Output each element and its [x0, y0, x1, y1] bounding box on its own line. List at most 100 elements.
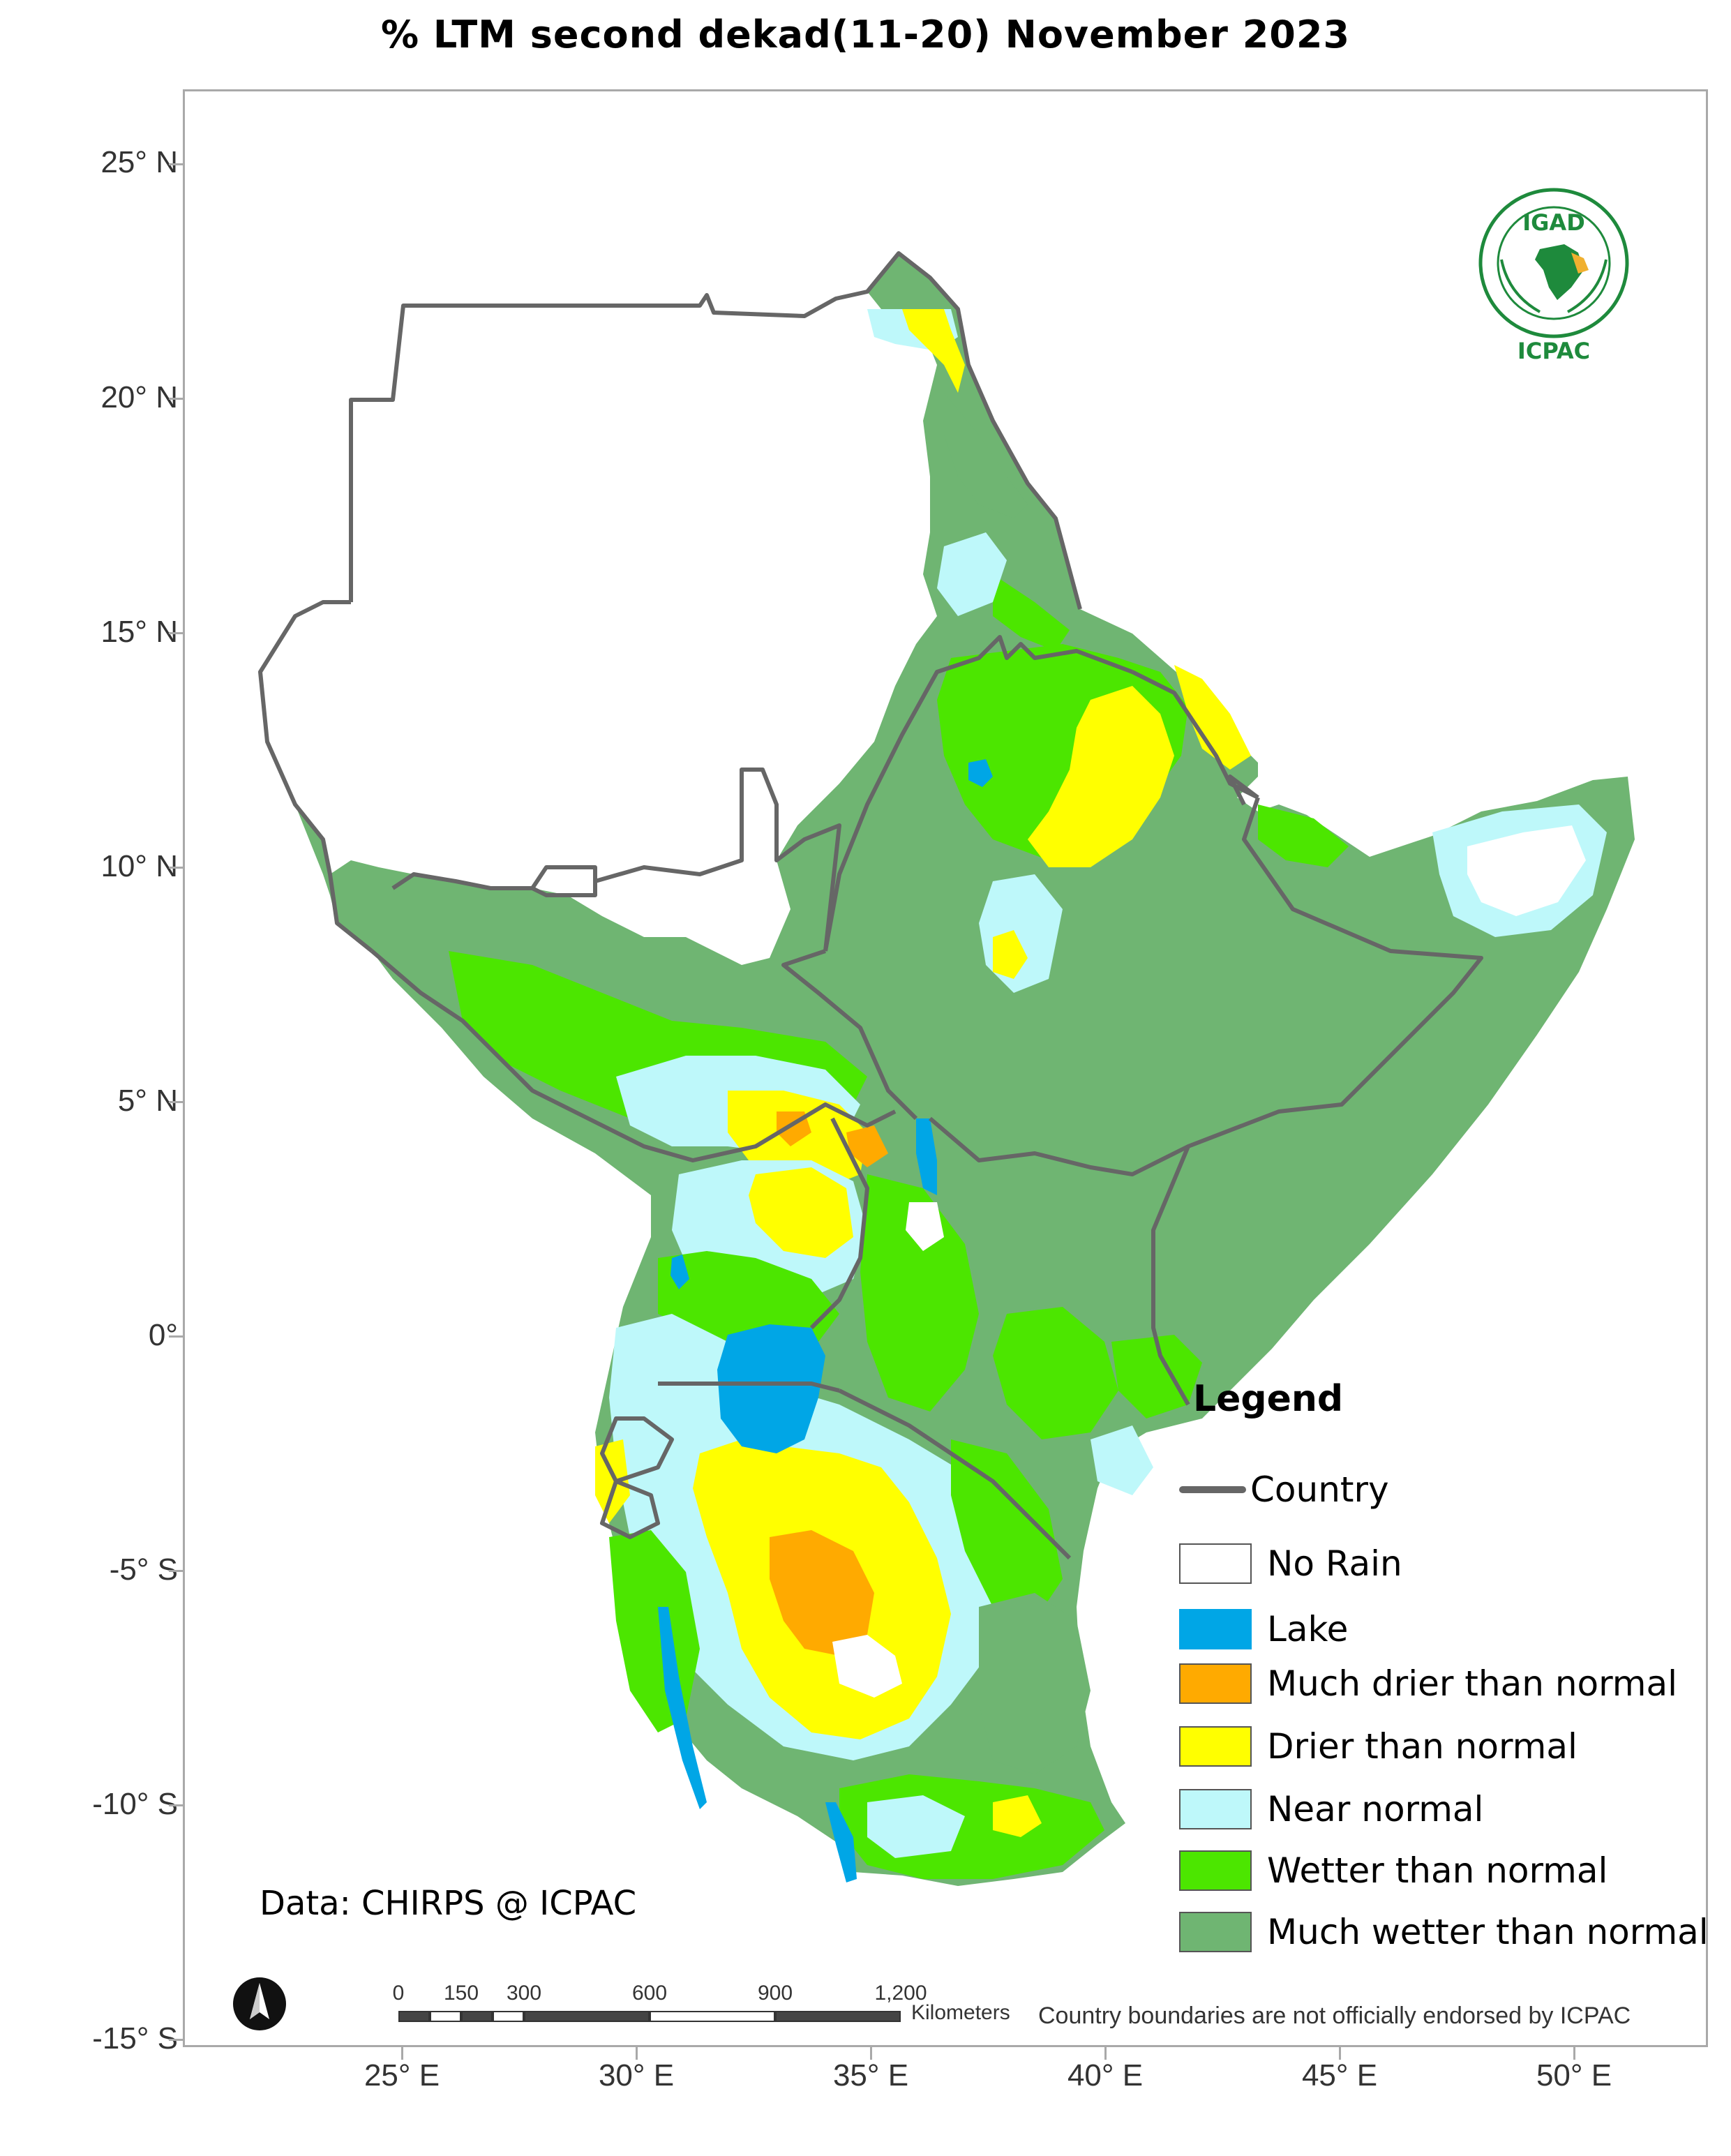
lon-label-50e: 50° E	[1536, 2058, 1612, 2093]
swatch-near-normal	[1179, 1789, 1252, 1829]
region-near-normal-tanzania-south	[867, 1795, 965, 1858]
lake-albert	[670, 1255, 689, 1289]
region-no-rain-kenya	[906, 1202, 944, 1251]
lat-label-15n: 15° N	[100, 615, 178, 649]
border-sudan-west	[258, 600, 373, 953]
legend-row-lake: Lake	[1179, 1609, 1348, 1649]
region-wetter-somalia	[1258, 804, 1349, 867]
region-drier-tanzania-south	[993, 1795, 1042, 1837]
swatch-lake	[1179, 1609, 1252, 1649]
border-somalia-coast	[1228, 774, 1259, 806]
region-wetter-uganda	[658, 1251, 839, 1349]
lon-label-45e: 45° E	[1301, 2058, 1378, 2093]
scale-tick-1200: 1,200	[874, 1982, 927, 2005]
map-canvas	[258, 251, 1635, 1886]
border-ssudan-uganda	[370, 949, 897, 1162]
region-near-normal-kenya	[1091, 1425, 1153, 1495]
region-wetter-redsea	[993, 574, 1070, 651]
swatch-much-drier	[1179, 1663, 1252, 1704]
legend-row-drier: Drier than normal	[1179, 1726, 1578, 1767]
border-ethiopia-eritrea-djibouti	[1131, 670, 1259, 800]
scale-seg-4	[493, 2011, 524, 2022]
region-much-wetter-redsea	[944, 393, 1028, 518]
country-line-symbol	[1179, 1486, 1246, 1493]
swatch-no-rain	[1179, 1543, 1252, 1584]
legend-row-much-wetter: Much wetter than normal	[1179, 1912, 1709, 1952]
scale-seg-3	[461, 2011, 493, 2022]
legend-row-country: Country	[1179, 1469, 1389, 1510]
region-wetter-tanzania-east	[951, 1439, 1063, 1621]
lat-label-25n: 25° N	[100, 145, 178, 179]
swatch-drier	[1179, 1726, 1252, 1767]
region-no-rain	[260, 292, 937, 965]
scale-seg-2	[430, 2011, 461, 2022]
border-kenya-tanzania	[838, 1388, 1072, 1560]
legend-label-lake: Lake	[1267, 1609, 1349, 1649]
legend-label-much-drier: Much drier than normal	[1267, 1663, 1678, 1704]
lat-label-15s: -15° S	[92, 2021, 178, 2056]
border-rwanda-burundi	[600, 1416, 674, 1539]
region-wetter-kenya	[860, 1174, 979, 1412]
legend-row-much-drier: Much drier than normal	[1179, 1663, 1677, 1704]
region-wetter-kenya-coast	[1111, 1335, 1202, 1418]
legend-label-no-rain: No Rain	[1267, 1543, 1402, 1584]
scale-unit: Kilometers	[911, 2001, 1010, 2024]
border-sudan-ssudan	[391, 768, 841, 952]
scale-seg-5	[524, 2011, 650, 2022]
legend: Legend	[1172, 1378, 1709, 1420]
lake-turkana	[916, 1118, 937, 1195]
lon-label-30e: 30° E	[598, 2058, 675, 2093]
swatch-wetter	[1179, 1850, 1252, 1891]
border-kenya-somalia	[1151, 1145, 1190, 1406]
lon-label-25e: 25° E	[364, 2058, 440, 2093]
lake-malawi	[825, 1802, 857, 1882]
legend-row-near-normal: Near normal	[1179, 1789, 1483, 1829]
region-wetter-kenya-2	[993, 1307, 1118, 1439]
scale-bar: 0 150 300 600 900 1,200	[392, 1982, 939, 2023]
border-uganda-kenya	[809, 1117, 869, 1330]
scale-seg-6	[650, 2011, 775, 2022]
border-sudan-north	[349, 251, 1082, 610]
scale-seg-7	[775, 2011, 901, 2022]
scale-tick-150: 150	[443, 1982, 479, 2005]
logo-emblem	[1478, 188, 1629, 338]
lake-tanganyika	[658, 1607, 707, 1809]
region-drier-uganda	[749, 1167, 853, 1258]
lat-label-10s: -10° S	[92, 1787, 178, 1821]
region-much-drier-ssudan-2	[846, 1125, 888, 1167]
igad-icpac-logo: IGAD ICPAC	[1474, 183, 1634, 371]
scale-tick-300: 300	[506, 1982, 542, 2005]
scale-tick-900: 900	[757, 1982, 793, 2005]
disclaimer: Country boundaries are not officially en…	[1038, 2002, 1631, 2029]
border-ssudan-ethiopia	[781, 949, 918, 1121]
scale-tick-0: 0	[392, 1982, 405, 2005]
region-drier-north	[902, 309, 965, 393]
legend-row-wetter: Wetter than normal	[1179, 1850, 1608, 1891]
lat-label-5n: 5° N	[117, 1084, 178, 1118]
map-title: % LTM second dekad(11-20) November 2023	[380, 13, 1351, 57]
region-drier-ethiopia	[1028, 686, 1174, 867]
border-uganda-tanzania	[658, 1382, 840, 1393]
lake-victoria	[717, 1324, 825, 1453]
region-much-wetter-tanzania-se	[979, 1593, 1091, 1774]
region-drier-afar	[1174, 665, 1251, 770]
border-sudan-ethiopia	[823, 635, 1134, 952]
lake-tana	[968, 759, 993, 787]
region-no-rain-somalia	[1467, 825, 1586, 916]
logo-igad-text: IGAD	[1522, 209, 1585, 236]
scale-tick-600: 600	[631, 1982, 668, 2005]
lon-label-35e: 35° E	[832, 2058, 909, 2093]
legend-label-much-wetter: Much wetter than normal	[1267, 1912, 1709, 1952]
legend-row-no-rain: No Rain	[1179, 1543, 1402, 1584]
legend-label-near-normal: Near normal	[1267, 1789, 1484, 1829]
country-borders	[258, 251, 1483, 1560]
legend-label-wetter: Wetter than normal	[1267, 1850, 1608, 1891]
data-credit: Data: CHIRPS @ ICPAC	[260, 1884, 637, 1923]
legend-label-country: Country	[1250, 1469, 1389, 1510]
lat-label-20n: 20° N	[100, 380, 178, 414]
scale-seg-1	[398, 2011, 430, 2022]
region-no-rain-tanzania	[832, 1635, 902, 1698]
swatch-much-wetter	[1179, 1912, 1252, 1952]
legend-title: Legend	[1193, 1378, 1344, 1420]
lon-label-40e: 40° E	[1067, 2058, 1144, 2093]
